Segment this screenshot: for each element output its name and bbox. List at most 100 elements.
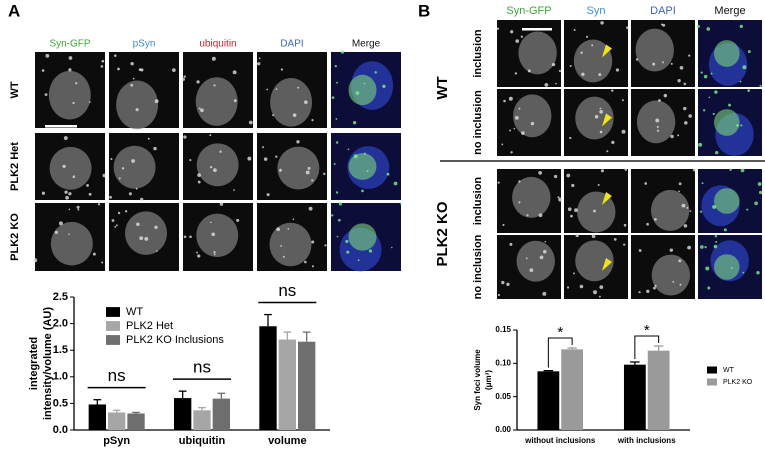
bar	[173, 398, 192, 430]
speckle	[45, 53, 50, 58]
micrograph	[631, 20, 695, 87]
speckle	[189, 235, 192, 239]
micrograph	[696, 20, 762, 88]
speckle	[496, 27, 500, 30]
speckle	[624, 168, 628, 171]
speckle	[660, 23, 663, 26]
speckle	[742, 65, 747, 70]
speckle	[656, 125, 659, 128]
nucleus	[516, 240, 555, 282]
speckle	[508, 96, 513, 101]
speckle	[154, 99, 159, 104]
speckle	[510, 30, 514, 34]
micrograph	[564, 89, 628, 156]
speckle	[736, 124, 740, 127]
cell-signal	[714, 109, 740, 136]
speckle	[68, 208, 71, 211]
group-label: WT	[434, 76, 451, 99]
speckle	[124, 210, 128, 213]
speckle	[335, 118, 338, 120]
speckle	[68, 192, 72, 196]
speckle	[183, 135, 187, 139]
speckle	[197, 173, 201, 177]
nucleus	[277, 146, 320, 190]
speckle	[502, 223, 505, 226]
micrograph	[181, 52, 253, 128]
speckle	[280, 244, 283, 247]
speckle	[635, 58, 639, 61]
speckle	[400, 203, 402, 205]
speckle	[679, 283, 682, 286]
column-label: Syn	[587, 5, 606, 17]
speckle	[276, 227, 280, 232]
speckle	[525, 257, 528, 260]
bar	[298, 341, 316, 430]
nucleus	[575, 96, 614, 140]
speckle	[699, 210, 703, 213]
speckle	[296, 140, 300, 144]
speckle	[687, 245, 692, 250]
micrograph	[631, 89, 695, 156]
speckle	[279, 168, 282, 172]
speckle	[597, 184, 600, 186]
nucleus	[573, 39, 613, 83]
cell-signal	[348, 74, 377, 106]
speckle	[654, 284, 657, 287]
speckle	[729, 168, 732, 171]
speckle	[110, 158, 113, 161]
micrograph	[35, 133, 107, 200]
speckle	[130, 83, 134, 87]
speckle	[683, 106, 687, 111]
speckle	[77, 208, 80, 211]
nucleus	[196, 143, 239, 187]
speckle	[333, 163, 336, 165]
micrograph	[631, 168, 696, 233]
speckle	[340, 50, 345, 54]
speckle	[573, 28, 576, 31]
speckle	[542, 291, 547, 296]
micrograph	[698, 168, 763, 233]
nucleus	[50, 221, 93, 266]
bar	[107, 412, 126, 430]
speckle	[140, 68, 144, 72]
nucleus	[270, 77, 313, 127]
bar	[127, 413, 145, 430]
speckle	[683, 224, 688, 228]
speckle	[739, 24, 743, 29]
speckle	[196, 251, 199, 254]
speckle	[538, 170, 542, 175]
micrograph	[331, 50, 401, 128]
bar	[259, 326, 277, 430]
nucleus	[650, 189, 690, 231]
speckle	[114, 54, 117, 57]
nucleus	[48, 70, 91, 120]
speckle	[92, 252, 96, 256]
speckle	[591, 44, 594, 47]
speckle	[692, 168, 696, 172]
speckle	[677, 134, 680, 137]
row-label: inclusion	[472, 29, 484, 78]
speckle	[114, 226, 117, 228]
nucleus	[269, 222, 312, 267]
bar	[537, 371, 560, 430]
speckle	[323, 172, 326, 176]
speckle	[363, 152, 366, 155]
speckle	[101, 59, 105, 63]
speckle	[200, 108, 204, 113]
legend-swatch	[106, 307, 120, 317]
speckle	[355, 91, 360, 95]
y-axis-label: Syn foci volume	[473, 349, 482, 411]
speckle	[566, 286, 570, 289]
speckle	[529, 268, 534, 272]
speckle	[518, 107, 521, 110]
speckle	[68, 233, 70, 235]
speckle	[311, 179, 314, 182]
speckle	[566, 173, 571, 178]
micrograph	[497, 89, 561, 156]
nucleus	[518, 31, 557, 75]
speckle	[570, 214, 573, 218]
speckle	[710, 72, 713, 75]
micrograph	[497, 169, 563, 233]
nucleus	[512, 176, 551, 218]
